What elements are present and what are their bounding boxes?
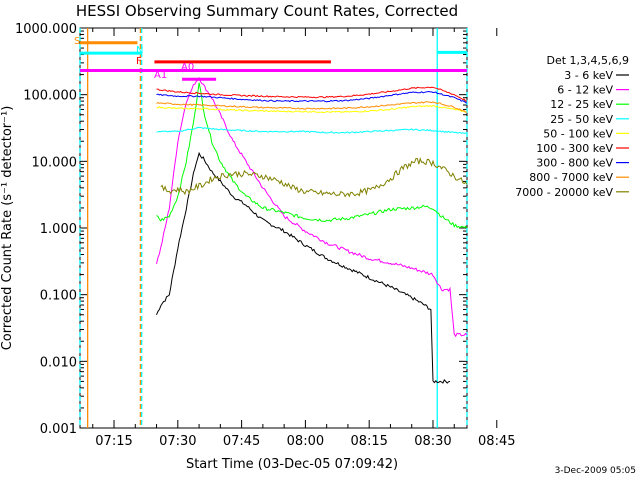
y-tick-label: 10.000 [32,155,78,170]
legend-entry-label: 6 - 12 keV [557,84,613,97]
series-line [156,76,468,338]
x-tick-label: 07:30 [159,434,196,449]
legend-entry-label: 100 - 300 keV [536,142,613,155]
x-tick-label: 08:45 [478,434,515,449]
series-line [160,157,468,198]
series-line [156,151,451,384]
annotation-label: A0 [181,62,194,73]
y-tick-labels: 1000.000 100.000 10.000 1.000 0.100 0.010 0.00… [15,22,77,437]
series-lines [156,76,468,384]
x-tick-label: 07:45 [223,434,260,449]
legend-entry-label: 12 - 25 keV [550,98,613,111]
y-axis-label: Corrected Count Rate (s⁻¹ detector⁻¹) [0,106,15,351]
x-tick-label: 08:00 [287,434,324,449]
legend-entry-label: 800 - 7000 keV [529,171,613,184]
legend-entry-label: 7000 - 20000 keV [515,186,613,199]
y-tick-label: 1000.000 [15,22,77,37]
x-tick-label: 07:15 [95,434,132,449]
footer-date: 3-Dec-2009 05:05 [555,466,636,476]
series-line [156,90,468,104]
series-line [156,104,468,114]
legend-entry-label: 25 - 50 keV [550,113,613,126]
series-line [156,126,468,135]
y-tick-label: 0.001 [40,422,77,437]
x-tick-labels: 07:15 07:30 07:45 08:00 08:15 08:30 08:45 [95,434,515,449]
chart-title: HESSI Observing Summary Count Rates, Cor… [76,2,458,20]
y-tick-label: 0.010 [40,355,77,370]
vertical-markers [79,28,468,428]
annotation-label: F [136,56,142,67]
x-tick-label: 08:15 [350,434,387,449]
y-tick-label: 1.000 [40,222,77,237]
legend-header: Det 1,3,4,5,6,9 [546,54,629,67]
series-line [156,86,468,102]
y-tick-label: 0.100 [40,289,77,304]
annotation-label: A1 [154,70,167,81]
series-line [156,101,467,113]
legend-entry-label: 50 - 100 keV [543,127,613,140]
annotation-label: S [74,36,80,47]
annotation-labels: S NF A1 A0 [74,36,194,81]
axis-ticks [80,27,498,429]
x-axis-label: Start Time (03-Dec-05 07:09:42) [186,457,398,472]
annotation-label: N [136,45,143,56]
series-line [156,82,468,229]
plot-area-border [79,27,468,429]
legend-entry-label: 300 - 800 keV [536,157,613,170]
y-tick-label: 100.000 [23,89,77,104]
flag-bars [80,41,467,81]
legend-entry-label: 3 - 6 keV [564,69,613,82]
x-tick-label: 08:30 [414,434,451,449]
